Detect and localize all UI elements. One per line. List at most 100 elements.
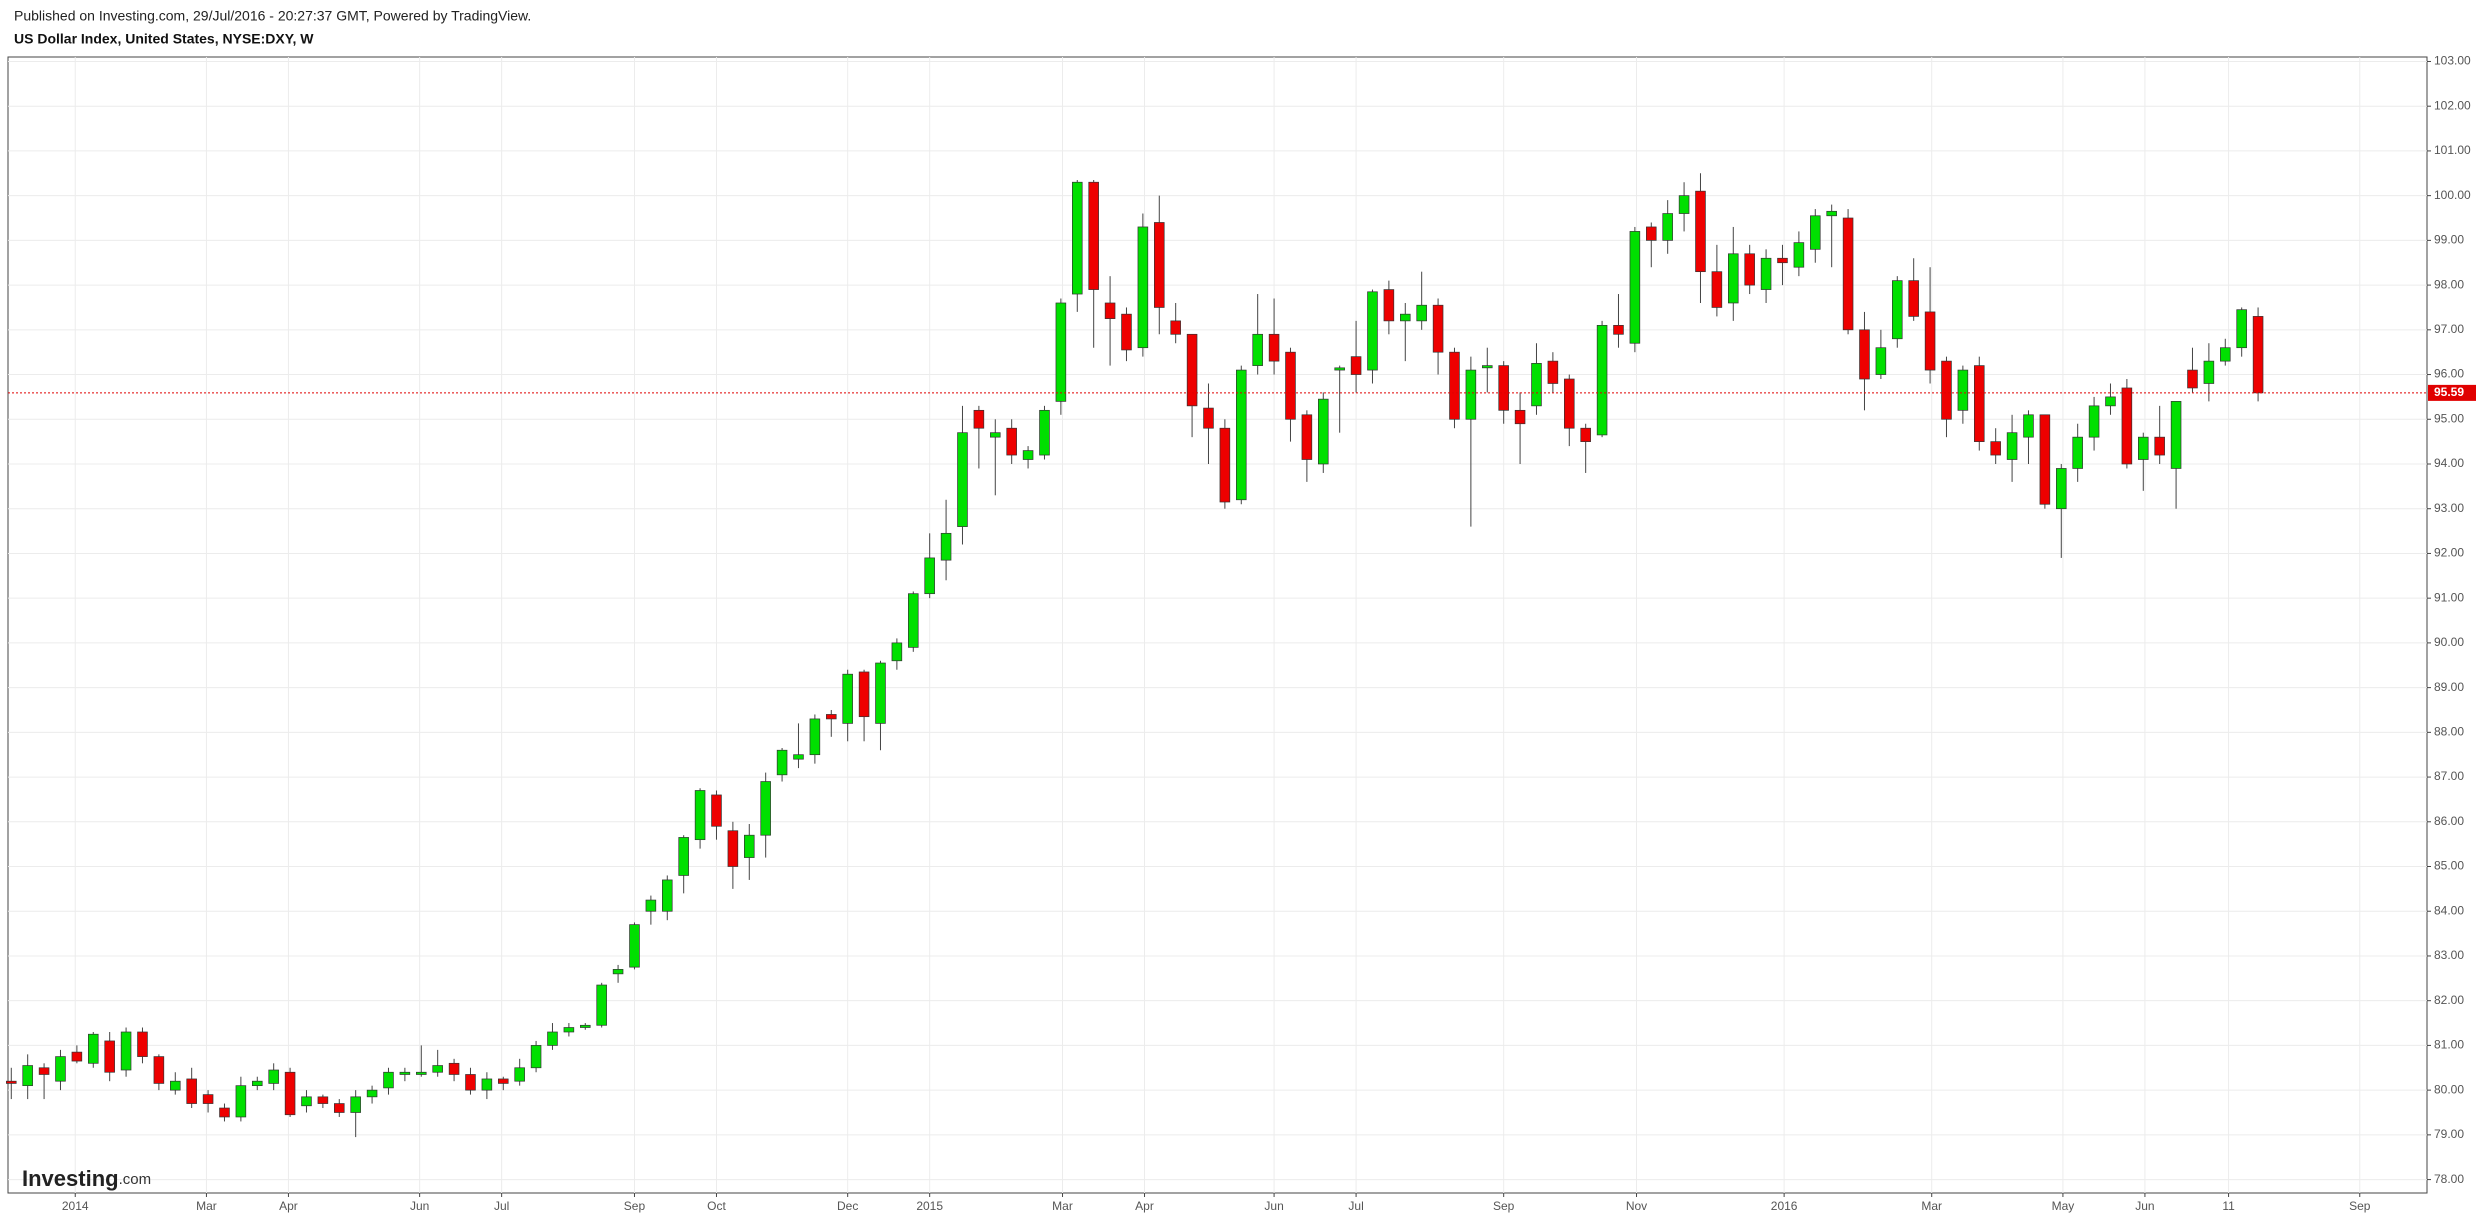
candle-body <box>1465 369 1477 420</box>
candle-body <box>2252 316 2264 394</box>
candle-body <box>1350 356 1362 375</box>
candle-body <box>842 673 853 724</box>
candle-body <box>1875 347 1887 375</box>
candle-body <box>1236 369 1247 501</box>
candle-body <box>1892 280 1903 340</box>
candle-body <box>465 1074 476 1091</box>
y-tick-label: 83.00 <box>2434 948 2464 962</box>
y-tick-label: 103.00 <box>2434 54 2471 68</box>
candle-body <box>1629 231 1641 344</box>
candle-body <box>1088 181 1099 290</box>
candle-body <box>629 924 640 968</box>
candle-body <box>514 1067 525 1082</box>
candle-body <box>1810 215 1821 250</box>
candle-body <box>399 1071 411 1075</box>
candle-body <box>973 409 985 429</box>
candle-body <box>1711 271 1723 308</box>
x-tick-label: Dec <box>837 1199 858 1213</box>
candle-body <box>1383 289 1395 322</box>
x-tick-label: 2016 <box>1771 1199 1798 1213</box>
candle-body <box>88 1033 99 1064</box>
candle-body <box>2105 396 2116 407</box>
candle-body <box>645 899 657 912</box>
watermark: Investing.com <box>22 1166 151 1191</box>
candle-body <box>219 1107 230 1118</box>
last-price-label: 95.59 <box>2434 385 2464 399</box>
candle-body <box>875 662 886 724</box>
candle-body <box>1646 226 1657 241</box>
candle-body <box>1318 398 1329 465</box>
candle-body <box>1957 369 1969 411</box>
candle-body <box>38 1067 50 1075</box>
y-tick-label: 82.00 <box>2434 993 2464 1007</box>
candle-body <box>1760 257 1772 290</box>
candle-body <box>416 1071 427 1075</box>
x-tick-label: Apr <box>1135 1199 1154 1213</box>
last-price-box <box>2428 384 2476 401</box>
y-tick-label: 95.00 <box>2434 411 2464 425</box>
candle-body <box>1219 427 1231 503</box>
candle-body <box>448 1062 460 1075</box>
x-tick-label: Nov <box>1626 1199 1647 1213</box>
candle-body <box>1121 313 1132 351</box>
candle-body <box>1268 333 1280 362</box>
candle-body <box>596 984 607 1026</box>
watermark-suffix: .com <box>119 1171 152 1188</box>
candle-body <box>2138 436 2149 460</box>
candle-body <box>2088 405 2100 438</box>
candle-body <box>1186 333 1198 407</box>
candle-body <box>1137 226 1149 349</box>
x-tick-label: Sep <box>2349 1199 2371 1213</box>
candle-body <box>1301 414 1313 460</box>
x-tick-label: Jun <box>2135 1199 2154 1213</box>
candle-body <box>1400 313 1411 322</box>
candle-body <box>1613 324 1624 335</box>
x-tick-label: 2014 <box>62 1199 89 1213</box>
candle-body <box>1777 257 1788 264</box>
candle-body <box>481 1078 493 1091</box>
candle-body <box>1596 324 1608 436</box>
candle-body <box>694 790 706 841</box>
candle-body <box>2170 401 2182 469</box>
candle-body <box>1154 222 1165 308</box>
candle-body <box>1482 365 1493 369</box>
candle-body <box>957 432 968 527</box>
watermark-main: Investing <box>22 1166 119 1191</box>
candle-body <box>1744 253 1755 286</box>
candle-body <box>1662 213 1673 241</box>
candle-body <box>1793 242 1805 268</box>
publish-note: Published on Investing.com, 29/Jul/2016 … <box>14 8 531 24</box>
candle-body <box>1924 311 1936 371</box>
candle-body <box>744 834 755 858</box>
x-tick-label: Mar <box>1921 1199 1942 1213</box>
candle-body <box>1859 329 1870 380</box>
x-tick-label: Oct <box>707 1199 726 1213</box>
candle-body <box>1252 333 1263 366</box>
candle-body <box>1285 351 1296 420</box>
candle-body <box>1514 409 1526 425</box>
candle-body <box>301 1096 312 1107</box>
candle-body <box>202 1094 214 1104</box>
candle-body <box>1990 441 2001 456</box>
candle-body <box>366 1089 378 1098</box>
candle-body <box>120 1031 132 1071</box>
candle-body <box>71 1051 83 1062</box>
candle-body <box>55 1056 66 1082</box>
candle-body <box>1006 427 1017 456</box>
grid <box>8 57 2427 1193</box>
candle-body <box>1908 280 1919 317</box>
x-tick-label: Jun <box>1264 1199 1283 1213</box>
candle-body <box>1826 210 1837 217</box>
y-tick-label: 98.00 <box>2434 277 2464 291</box>
x-tick-label: 11 <box>2222 1199 2235 1213</box>
y-tick-label: 84.00 <box>2434 903 2464 917</box>
candle-body <box>1170 320 1181 335</box>
x-tick-label: Jun <box>410 1199 429 1213</box>
y-tick-label: 92.00 <box>2434 546 2464 560</box>
candle-body <box>662 879 673 912</box>
y-tick-label: 79.00 <box>2434 1127 2464 1141</box>
candle-body <box>826 714 837 720</box>
candle-body <box>170 1080 181 1091</box>
candle-body <box>2236 309 2247 349</box>
